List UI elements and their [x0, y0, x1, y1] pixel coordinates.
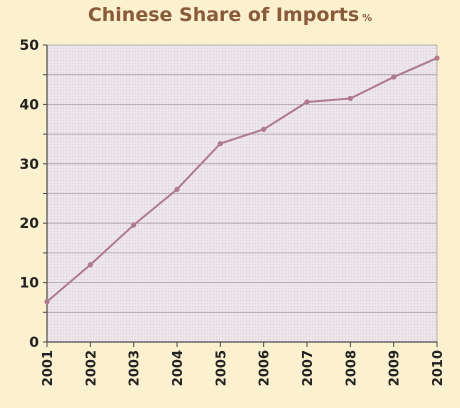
y-tick-label: 10	[20, 276, 40, 292]
data-point	[174, 186, 180, 192]
data-point	[434, 55, 440, 61]
y-tick-label: 20	[20, 216, 40, 232]
chart-title-text: Chinese Share of Imports	[87, 4, 360, 26]
data-point	[44, 299, 50, 305]
series-line	[46, 57, 438, 303]
data-point	[261, 126, 267, 132]
y-tick-label: 0	[29, 335, 39, 351]
x-tick-label: 2004	[171, 350, 186, 386]
y-tick-label: 50	[20, 38, 40, 54]
x-tick-label: 2005	[214, 350, 229, 386]
data-point	[131, 222, 137, 228]
x-tick-label: 2003	[128, 350, 143, 386]
x-tick-label: 2002	[84, 350, 99, 386]
data-point	[304, 99, 310, 105]
y-tick-label: 40	[20, 97, 40, 113]
x-tick-label: 2001	[41, 350, 56, 386]
y-tick-label: 30	[20, 157, 40, 173]
x-tick-label: 2009	[388, 350, 403, 386]
data-point	[391, 74, 397, 80]
x-tick-label: 2007	[301, 350, 316, 386]
x-tick-label: 2010	[431, 350, 446, 386]
data-point	[217, 141, 223, 147]
data-point	[87, 262, 93, 268]
x-tick-label: 2006	[258, 350, 273, 386]
x-tick-label: 2008	[344, 350, 359, 386]
chart-title: Chinese Share of Imports%	[0, 4, 460, 26]
data-point	[347, 95, 353, 102]
chart-title-unit: %	[362, 13, 373, 24]
